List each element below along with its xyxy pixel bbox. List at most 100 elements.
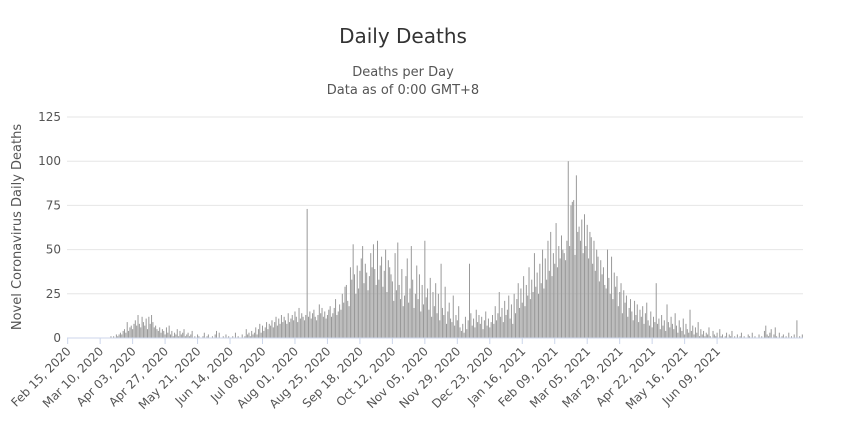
bar xyxy=(266,322,268,338)
bar xyxy=(356,265,358,338)
bar xyxy=(325,318,327,338)
bar xyxy=(297,322,299,338)
bar xyxy=(248,332,250,338)
bar xyxy=(701,334,703,338)
bar xyxy=(602,267,604,338)
bar xyxy=(406,258,408,338)
bar xyxy=(588,258,590,338)
y-axis-ticks: 0 25 50 75 100 125 xyxy=(38,110,61,345)
bar xyxy=(469,263,470,338)
bar xyxy=(531,279,533,338)
bar xyxy=(699,336,700,338)
bar xyxy=(638,322,640,338)
bar xyxy=(458,306,460,338)
bar xyxy=(538,293,539,338)
bar xyxy=(398,284,400,338)
bar xyxy=(773,334,775,338)
bar xyxy=(486,325,488,338)
bar xyxy=(421,284,423,338)
bar xyxy=(316,320,318,338)
bar xyxy=(625,295,627,338)
bar xyxy=(320,313,322,338)
bar xyxy=(397,242,399,338)
bar xyxy=(662,325,664,338)
bar xyxy=(349,267,351,338)
bar xyxy=(420,311,422,338)
bar xyxy=(616,276,618,338)
bar xyxy=(703,330,705,338)
bar xyxy=(665,330,667,338)
bar xyxy=(371,267,373,338)
bar xyxy=(648,325,650,338)
bar xyxy=(170,334,171,338)
bar xyxy=(414,293,416,338)
bar xyxy=(179,330,181,338)
bar xyxy=(482,329,484,338)
bar xyxy=(160,332,162,338)
chart-subtitle-date: Data as of 0:00 GMT+8 xyxy=(326,83,480,98)
bar xyxy=(680,327,682,338)
bar xyxy=(280,315,282,338)
bar xyxy=(487,318,489,338)
bar xyxy=(144,325,146,338)
bar xyxy=(485,311,487,338)
bar xyxy=(704,336,706,338)
bar xyxy=(339,304,341,338)
bar xyxy=(329,306,331,338)
bar xyxy=(447,311,449,338)
bar xyxy=(253,332,255,338)
bar xyxy=(436,313,438,338)
bar xyxy=(390,274,392,338)
bar xyxy=(676,325,677,338)
bar xyxy=(359,270,361,338)
bar xyxy=(636,304,638,338)
bar xyxy=(141,316,143,338)
bar xyxy=(667,322,669,338)
bar xyxy=(713,334,715,338)
bar xyxy=(379,265,381,338)
bar xyxy=(228,336,230,338)
bar xyxy=(749,336,751,338)
bar xyxy=(563,253,565,338)
bar xyxy=(157,330,159,338)
bar xyxy=(362,246,364,338)
bar xyxy=(705,332,707,338)
bar xyxy=(142,322,144,338)
bar xyxy=(520,288,522,338)
bar xyxy=(666,304,668,338)
bar xyxy=(670,316,672,338)
bar xyxy=(251,330,253,338)
bar xyxy=(517,283,519,338)
bar xyxy=(513,293,515,338)
bar xyxy=(630,299,631,338)
bar xyxy=(498,292,500,338)
bar xyxy=(715,336,717,338)
bar xyxy=(527,295,529,338)
bar xyxy=(133,323,135,338)
bar xyxy=(191,330,193,338)
bar xyxy=(455,315,457,338)
bar xyxy=(119,332,121,338)
bar xyxy=(799,336,801,338)
y-tick-label: 25 xyxy=(46,287,61,301)
bar xyxy=(326,315,328,338)
bar xyxy=(765,325,767,338)
bar xyxy=(377,240,378,338)
bar xyxy=(412,279,414,338)
bar xyxy=(673,329,675,338)
bar xyxy=(211,336,213,338)
bar xyxy=(640,316,642,338)
bar xyxy=(222,336,224,338)
bar xyxy=(167,332,169,338)
bar xyxy=(478,315,480,338)
bar xyxy=(364,263,366,338)
y-tick-label: 75 xyxy=(46,198,61,212)
bar xyxy=(730,336,732,338)
bar xyxy=(573,200,575,338)
bar xyxy=(529,299,531,338)
bar xyxy=(635,315,637,338)
bar xyxy=(431,316,433,338)
bar xyxy=(249,336,251,338)
bar xyxy=(299,318,301,338)
bar xyxy=(424,240,426,338)
